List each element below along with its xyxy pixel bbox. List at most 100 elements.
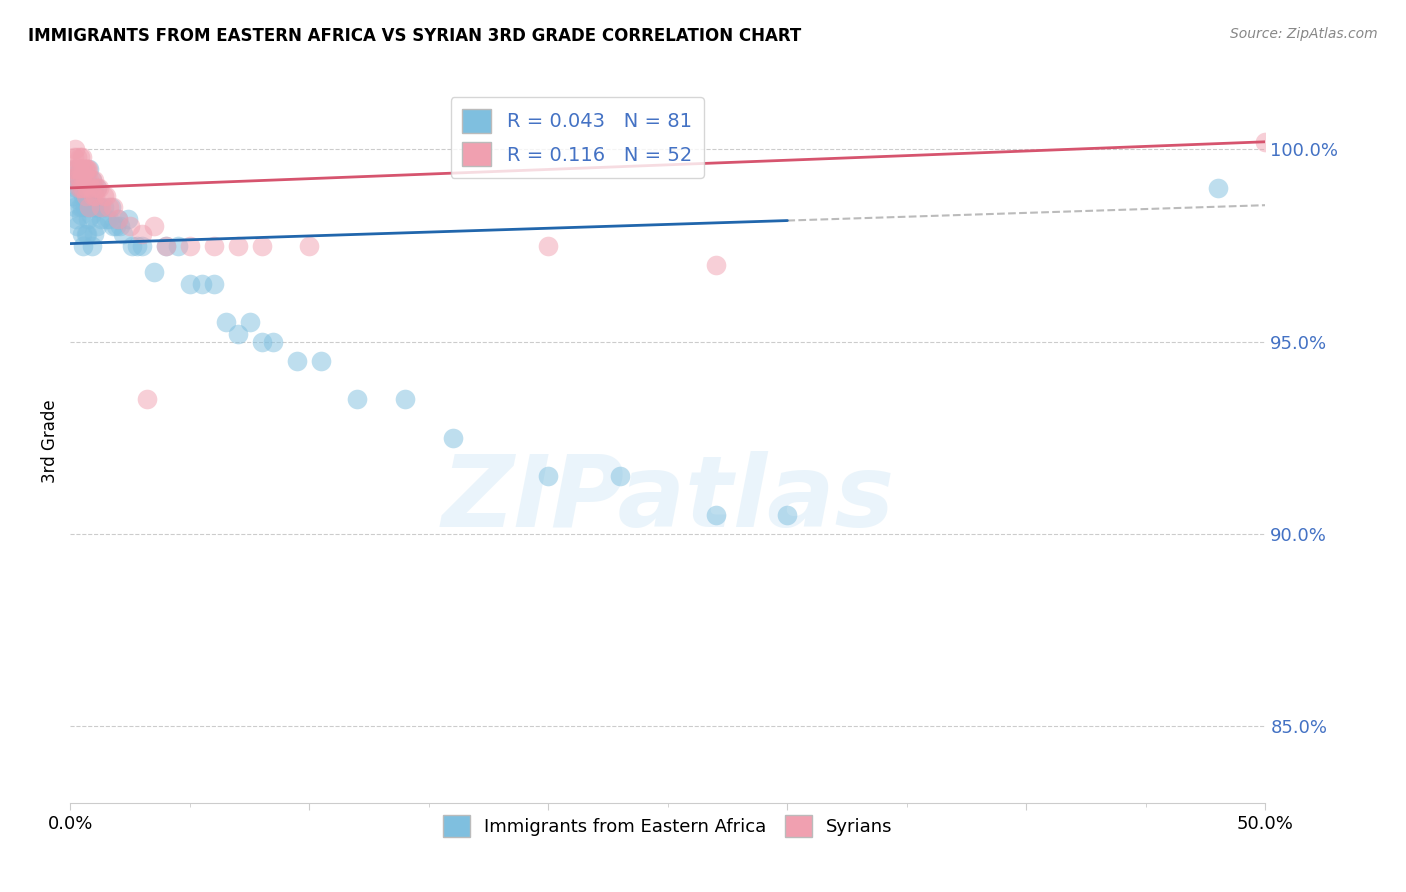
Point bbox=[537, 469, 560, 483]
Point bbox=[143, 219, 166, 234]
Point bbox=[70, 181, 93, 195]
Point bbox=[84, 200, 107, 214]
Point bbox=[1254, 135, 1277, 149]
Point bbox=[776, 508, 799, 522]
Point bbox=[67, 181, 90, 195]
Point bbox=[1206, 181, 1229, 195]
Point bbox=[143, 265, 166, 279]
Point bbox=[127, 238, 149, 252]
Point bbox=[63, 200, 86, 214]
Point bbox=[704, 258, 727, 272]
Y-axis label: 3rd Grade: 3rd Grade bbox=[41, 400, 59, 483]
Point bbox=[97, 200, 120, 214]
Point bbox=[107, 211, 129, 226]
Point bbox=[394, 392, 416, 407]
Point bbox=[69, 173, 91, 187]
Point bbox=[73, 173, 96, 187]
Point bbox=[96, 188, 118, 202]
Point bbox=[77, 181, 100, 195]
Point bbox=[226, 238, 249, 252]
Point bbox=[79, 200, 101, 214]
Point bbox=[135, 392, 157, 407]
Point bbox=[87, 200, 110, 214]
Point bbox=[69, 200, 91, 214]
Point bbox=[104, 219, 127, 234]
Point bbox=[311, 354, 333, 368]
Point bbox=[65, 161, 87, 176]
Text: ZIPatlas: ZIPatlas bbox=[441, 450, 894, 548]
Point bbox=[96, 211, 118, 226]
Point bbox=[103, 219, 125, 234]
Point bbox=[87, 200, 110, 214]
Point bbox=[76, 227, 98, 241]
Point bbox=[609, 469, 631, 483]
Point bbox=[66, 193, 89, 207]
Point bbox=[86, 181, 108, 195]
Point bbox=[239, 315, 262, 329]
Point bbox=[83, 181, 105, 195]
Point bbox=[121, 238, 143, 252]
Point bbox=[87, 181, 110, 195]
Point bbox=[65, 211, 87, 226]
Point bbox=[298, 238, 321, 252]
Point bbox=[83, 200, 105, 214]
Point bbox=[73, 181, 96, 195]
Point bbox=[704, 508, 727, 522]
Point bbox=[155, 238, 177, 252]
Point bbox=[75, 161, 97, 176]
Point bbox=[70, 150, 93, 164]
Point bbox=[73, 200, 96, 214]
Point bbox=[82, 188, 104, 202]
Point bbox=[103, 200, 125, 214]
Point bbox=[65, 173, 87, 187]
Point bbox=[66, 169, 89, 184]
Point bbox=[90, 211, 112, 226]
Point bbox=[67, 181, 90, 195]
Point bbox=[86, 181, 108, 195]
Point bbox=[70, 161, 93, 176]
Point bbox=[86, 219, 108, 234]
Point bbox=[100, 200, 122, 214]
Point bbox=[77, 211, 100, 226]
Point bbox=[179, 277, 201, 291]
Point bbox=[191, 277, 214, 291]
Point bbox=[70, 227, 93, 241]
Point bbox=[70, 181, 93, 195]
Point bbox=[75, 188, 97, 202]
Point bbox=[250, 238, 273, 252]
Point bbox=[155, 238, 177, 252]
Legend: Immigrants from Eastern Africa, Syrians: Immigrants from Eastern Africa, Syrians bbox=[436, 808, 900, 845]
Point bbox=[117, 211, 139, 226]
Point bbox=[214, 315, 236, 329]
Point bbox=[120, 219, 141, 234]
Point bbox=[73, 161, 96, 176]
Point bbox=[66, 150, 89, 164]
Point bbox=[80, 173, 103, 187]
Point bbox=[76, 181, 98, 195]
Point bbox=[72, 181, 94, 195]
Point bbox=[97, 211, 120, 226]
Point bbox=[63, 143, 86, 157]
Point bbox=[287, 354, 309, 368]
Point bbox=[62, 161, 84, 176]
Point bbox=[93, 188, 115, 202]
Point bbox=[82, 181, 104, 195]
Point bbox=[62, 188, 84, 202]
Point bbox=[76, 161, 98, 176]
Point bbox=[107, 211, 129, 226]
Point bbox=[79, 181, 101, 195]
Point bbox=[69, 161, 91, 176]
Point bbox=[70, 208, 93, 222]
Point bbox=[67, 161, 90, 176]
Point bbox=[75, 227, 97, 241]
Point bbox=[537, 238, 560, 252]
Point bbox=[93, 200, 115, 214]
Point bbox=[83, 227, 105, 241]
Point bbox=[80, 173, 103, 187]
Point bbox=[80, 238, 103, 252]
Text: IMMIGRANTS FROM EASTERN AFRICA VS SYRIAN 3RD GRADE CORRELATION CHART: IMMIGRANTS FROM EASTERN AFRICA VS SYRIAN… bbox=[28, 27, 801, 45]
Point bbox=[66, 219, 89, 234]
Point bbox=[70, 200, 93, 214]
Point bbox=[79, 200, 101, 214]
Point bbox=[75, 188, 97, 202]
